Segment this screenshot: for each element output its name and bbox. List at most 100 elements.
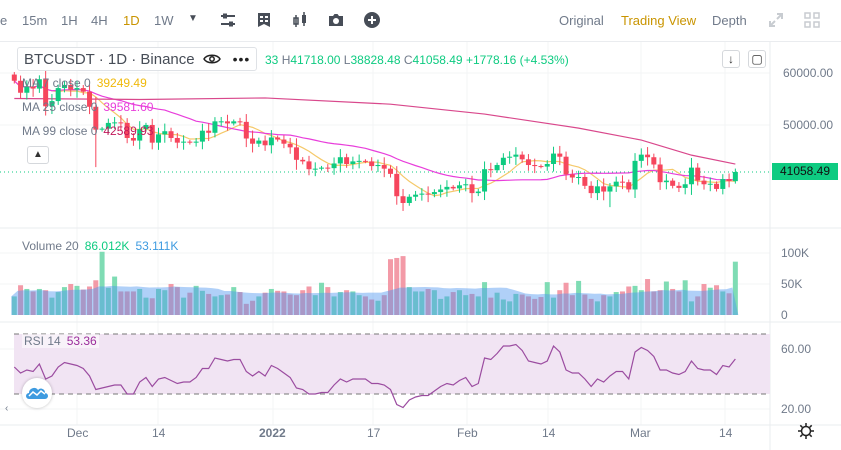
volume-bar <box>287 294 293 315</box>
volume-bar <box>268 288 274 315</box>
candle-body <box>720 179 726 189</box>
settings-gear-icon[interactable] <box>797 422 815 440</box>
more-timeframes-dropdown-icon[interactable]: ▼ <box>188 13 198 24</box>
candle-body <box>619 181 625 183</box>
candle-body <box>651 157 657 165</box>
template-icon[interactable] <box>255 11 273 29</box>
volume-bar <box>569 295 575 315</box>
volume-tick: 50K <box>781 277 803 291</box>
volume-bar <box>93 280 99 315</box>
collapse-legend-button[interactable]: ▲ <box>27 146 49 164</box>
candle-body <box>193 141 199 143</box>
candle-body <box>394 173 400 197</box>
candle-body <box>224 121 230 124</box>
volume-bar <box>676 291 682 315</box>
time-label: 14 <box>542 426 556 440</box>
view-original[interactable]: Original <box>559 13 604 28</box>
volume-bar <box>657 290 663 315</box>
volume-label: Volume 20 <box>22 239 79 253</box>
volume-bar <box>224 294 230 315</box>
last-price-tag: 41058.49 <box>772 163 838 180</box>
candle-body <box>507 156 513 158</box>
timeframe-1d[interactable]: 1D <box>123 13 140 28</box>
volume-bar <box>319 282 325 315</box>
volume-bar <box>206 293 212 315</box>
ma99-label: MA 99 close 0 <box>22 124 98 138</box>
low-value: 38828.48 <box>350 53 401 67</box>
volume-bar <box>369 299 375 315</box>
candle-body <box>732 172 738 182</box>
high-value: 41718.00 <box>290 53 341 67</box>
volume-bar <box>137 288 143 315</box>
volume-bar <box>199 290 205 315</box>
volume-bar <box>632 285 638 315</box>
volume-bar <box>513 293 519 315</box>
candle-body <box>475 191 481 194</box>
add-plus-icon[interactable] <box>363 11 381 29</box>
more-options-icon[interactable]: ••• <box>232 51 251 67</box>
volume-bar <box>720 291 726 315</box>
timeframe-4h[interactable]: 4H <box>91 13 108 28</box>
candle-body <box>626 182 632 190</box>
indicator-settings-icon[interactable] <box>219 11 237 29</box>
candle-body <box>400 196 406 203</box>
price-tick: 60000.00 <box>783 66 834 80</box>
candle-body <box>112 122 118 124</box>
volume-bar <box>250 300 256 315</box>
volume-bar <box>193 285 199 315</box>
candle-body <box>30 86 36 89</box>
chart-type-candles-icon[interactable] <box>291 11 309 29</box>
volume-bar <box>563 282 569 315</box>
time-label: 14 <box>152 426 166 440</box>
price-chart-canvas[interactable] <box>0 42 841 450</box>
candle-body <box>551 153 557 164</box>
candle-body <box>419 193 425 195</box>
view-depth[interactable]: Depth <box>712 13 747 28</box>
timeframe-1h[interactable]: 1H <box>61 13 78 28</box>
ma99-line <box>14 97 736 165</box>
fullscreen-expand-icon[interactable] <box>767 11 785 29</box>
volume-bar <box>181 297 187 315</box>
candle-body <box>701 180 707 185</box>
volume-bar <box>162 290 168 315</box>
eye-visibility-icon[interactable] <box>202 53 221 65</box>
volume-bar <box>156 288 162 315</box>
layout-grid-icon[interactable] <box>803 11 821 29</box>
scroll-left-icon[interactable]: ‹ <box>5 403 9 414</box>
scroll-to-latest-button[interactable]: ↓ <box>722 50 740 68</box>
timeframe-time-partial[interactable]: e <box>0 13 8 28</box>
volume-bar <box>419 291 425 315</box>
view-trading-view[interactable]: Trading View <box>621 13 697 28</box>
candle-body <box>206 130 212 133</box>
volume-bar <box>256 296 262 315</box>
volume-tick: 0 <box>781 308 788 322</box>
fit-screen-button[interactable]: ▢ <box>748 50 766 68</box>
candle-body <box>563 156 569 175</box>
volume-bar <box>663 281 669 315</box>
volume-bar <box>74 285 80 315</box>
volume-bar <box>601 295 607 315</box>
tradingview-logo[interactable] <box>22 378 52 408</box>
candle-body <box>137 129 143 141</box>
volume-bar <box>594 301 600 315</box>
candle-body <box>638 154 644 161</box>
volume-bar <box>619 291 625 315</box>
ma7-value: 39249.49 <box>96 76 147 90</box>
candle-body <box>601 186 607 192</box>
volume-bar <box>538 297 544 315</box>
volume-bar <box>482 282 488 315</box>
timeframe-15m[interactable]: 15m <box>22 13 48 28</box>
ma25-legend: MA 25 close 0 39581.60 <box>22 100 153 114</box>
timeframe-1w[interactable]: 1W <box>154 13 174 28</box>
volume-bar <box>406 287 412 315</box>
volume-bar <box>306 286 312 315</box>
volume-bar <box>607 296 613 315</box>
candle-body <box>312 168 318 170</box>
screenshot-camera-icon[interactable] <box>327 11 345 29</box>
candle-body <box>80 88 86 92</box>
volume-bar <box>293 295 299 315</box>
volume-bar <box>651 291 657 315</box>
chart-toolbar: e 15m 1H 4H 1D 1W ▼ Original Trading Vie… <box>0 0 841 42</box>
candle-body <box>350 161 356 164</box>
time-label: 17 <box>367 426 381 440</box>
